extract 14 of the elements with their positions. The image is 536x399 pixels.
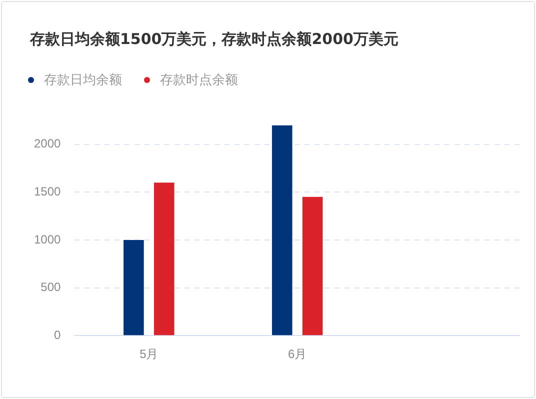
y-tick-label: 0 [54, 328, 62, 342]
x-tick-label: 5月 [140, 347, 158, 362]
chart-title: 存款日均余额1500万美元，存款时点余额2000万美元 [30, 30, 398, 49]
bar [272, 125, 292, 336]
y-tick-label: 500 [40, 280, 62, 294]
bar [154, 182, 174, 336]
y-tick-label: 1000 [34, 232, 62, 246]
bar [302, 196, 323, 336]
y-tick-label: 1500 [34, 184, 62, 198]
bar [124, 240, 144, 336]
x-tick-label: 6月 [288, 347, 307, 362]
y-tick-label: 2000 [34, 136, 62, 151]
legend-label: 存款日均余额 [44, 72, 122, 89]
legend-label: 存款时点余额 [160, 72, 238, 89]
